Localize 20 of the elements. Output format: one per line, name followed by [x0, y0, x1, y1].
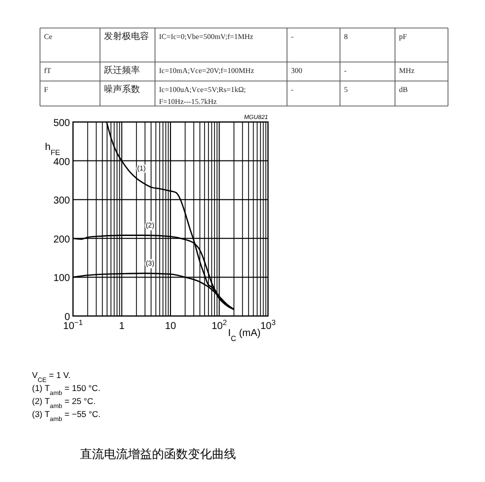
text: V$_{CE}$ = 1 V.: [32, 370, 71, 384]
text: (2) T$_{amb}$ = 25 °C.: [32, 396, 96, 410]
text: 跃迁频率: [104, 65, 140, 75]
x-tick-label: 10$^{3}$: [260, 318, 276, 332]
y-axis-title: h$_{FE}$: [45, 142, 60, 156]
x-tick-label: 10$^{2}$: [212, 318, 227, 332]
y-tick-label: 100: [53, 273, 70, 284]
x-tick-label: 10: [164, 321, 176, 332]
text: 直流电流增益的函数变化曲线: [80, 447, 236, 461]
y-tick-label: 300: [53, 196, 70, 207]
text: (1) T$_{amb}$ = 150 °C.: [32, 383, 100, 396]
text: 发射极电容: [104, 31, 149, 41]
y-tick-label: 400: [53, 156, 70, 168]
y-tick-label: 500: [53, 118, 70, 129]
text: 噪声系数: [104, 84, 140, 94]
x-axis-title: I$_{C}$ (mA): [228, 328, 261, 342]
y-tick-label: 0: [64, 312, 70, 323]
text: (3) T$_{amb}$ = −55 °C.: [32, 409, 101, 422]
y-tick-label: 200: [53, 234, 70, 246]
x-tick-label: 1: [118, 321, 125, 332]
